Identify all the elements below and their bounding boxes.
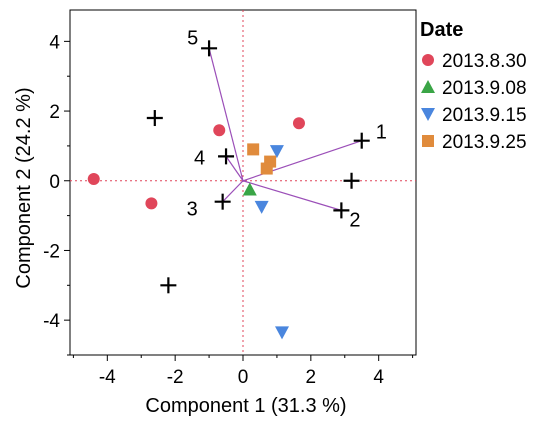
vector-label-4: 4	[194, 147, 205, 169]
y-tick-label: 4	[49, 32, 60, 53]
legend-label: 2013.8.30	[442, 51, 527, 72]
plot-area: 1 2 3 4 5	[69, 9, 417, 356]
y-tick-label: 2	[49, 102, 60, 123]
point-2013-9-25	[260, 162, 273, 175]
vector-label-3: 3	[187, 199, 198, 221]
data-points	[87, 117, 305, 340]
observation-crosses	[146, 40, 370, 294]
point-2013-8-30	[87, 173, 100, 186]
observation-cross	[160, 277, 177, 294]
point-2013-8-30	[145, 197, 158, 210]
x-tick-label: 2	[306, 367, 317, 388]
legend-marker-2013-9-08	[421, 80, 435, 93]
vector-label-5: 5	[187, 27, 198, 49]
legend-marker-2013-9-25	[422, 135, 434, 147]
observation-cross	[353, 132, 370, 149]
y-axis: 4 2 0 -2 -4	[43, 32, 70, 356]
y-axis-title: Component 2 (24.2 %)	[13, 87, 35, 288]
observation-cross	[146, 110, 163, 127]
point-2013-8-30	[213, 124, 226, 137]
vector-line-4	[225, 156, 244, 182]
point-2013-9-08	[242, 182, 257, 196]
legend-title: Date	[420, 19, 463, 41]
x-axis: -4 -2 0 2 4	[72, 355, 414, 388]
x-axis-title: Component 1 (31.3 %)	[145, 395, 346, 417]
vector-line-2	[242, 180, 342, 211]
x-tick-label: -4	[99, 367, 116, 388]
point-2013-9-15	[275, 326, 290, 340]
observation-cross	[201, 40, 218, 57]
legend: Date 2013.8.30 2013.9.08 2013.9.15 2013.9.2…	[420, 19, 527, 153]
y-tick-label: 0	[49, 172, 60, 193]
vector-line-5	[208, 48, 244, 181]
x-tick-label: -2	[167, 367, 184, 388]
x-tick-label: 0	[238, 367, 249, 388]
observation-cross	[343, 172, 360, 189]
observation-cross	[218, 148, 235, 165]
y-tick-label: -4	[43, 311, 60, 332]
legend-marker-2013-8-30	[422, 54, 434, 66]
point-2013-9-15	[269, 145, 284, 159]
vector-labels: 1 2 3 4 5	[187, 27, 387, 231]
legend-label: 2013.9.08	[442, 78, 527, 99]
legend-label: 2013.9.25	[442, 132, 527, 153]
y-tick-label: -2	[43, 241, 60, 262]
legend-marker-2013-9-15	[421, 108, 435, 121]
vector-label-1: 1	[376, 122, 387, 144]
vector-line-3	[222, 180, 244, 203]
x-tick-label: 4	[373, 367, 384, 388]
legend-label: 2013.9.15	[442, 105, 527, 126]
observation-cross	[214, 193, 231, 210]
point-2013-8-30	[292, 117, 305, 130]
observation-cross	[333, 202, 350, 219]
vector-label-2: 2	[349, 209, 360, 231]
point-2013-9-25	[247, 143, 260, 156]
point-2013-9-15	[254, 200, 269, 214]
legend-entries: 2013.8.30 2013.9.08 2013.9.15 2013.9.25	[421, 51, 527, 153]
